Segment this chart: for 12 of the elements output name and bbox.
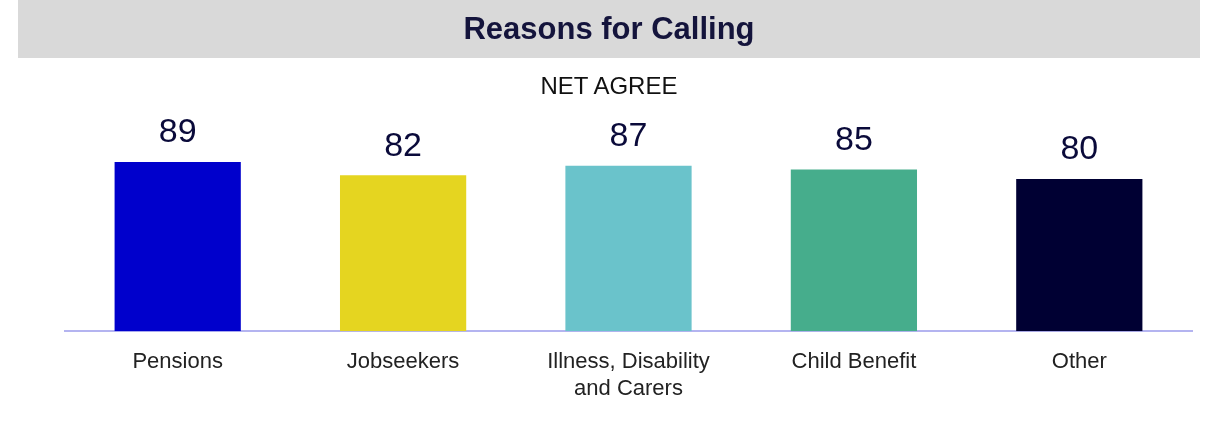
x-tick-label: Other <box>1051 348 1107 374</box>
data-label: 89 <box>158 111 197 150</box>
data-label: 87 <box>609 115 648 154</box>
data-label: 80 <box>1060 128 1099 167</box>
chart-title: Reasons for Calling <box>18 0 1200 58</box>
x-tick-label: Jobseekers <box>346 348 460 374</box>
data-label: 82 <box>384 124 423 163</box>
x-tick-label: Child Benefit <box>791 348 917 374</box>
data-label: 85 <box>834 118 873 157</box>
x-tick-label: Illness, Disability and Carers <box>547 348 710 400</box>
chart-subtitle: NET AGREE <box>539 72 679 101</box>
x-tick-label: Pensions <box>132 348 223 374</box>
